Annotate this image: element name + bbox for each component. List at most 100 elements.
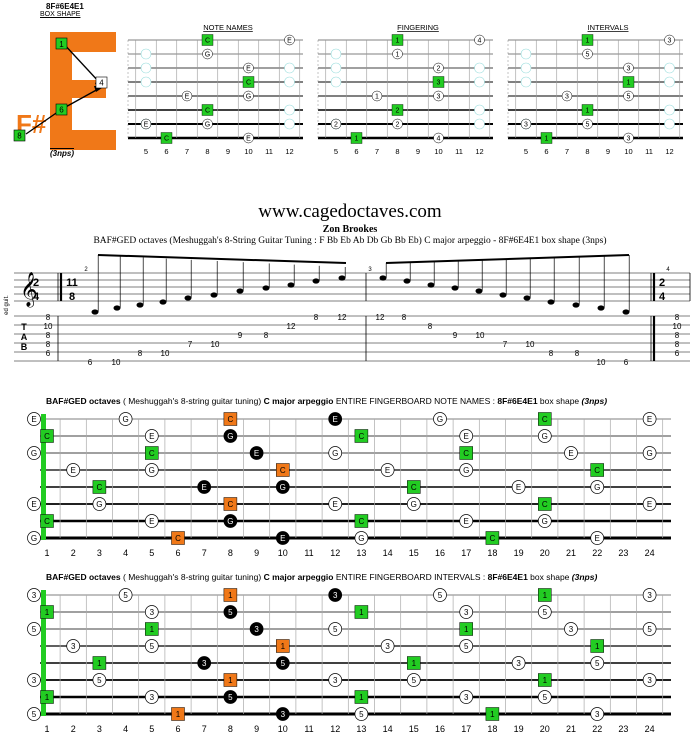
interval-note-label: 5 <box>228 693 233 702</box>
name-note-label: G <box>149 466 155 475</box>
interval-note-circle <box>27 707 41 721</box>
interval-note-label: 3 <box>202 659 207 668</box>
fret-number: 4 <box>123 548 128 558</box>
tab-number: 6 <box>624 358 629 365</box>
mini-note-circle <box>284 34 295 46</box>
interval-note-label: 1 <box>228 676 233 685</box>
mini-note-label: C <box>205 108 210 115</box>
mini-note-label: 4 <box>478 38 482 45</box>
name-note-circle <box>511 480 526 494</box>
interval-note-circle <box>92 673 107 687</box>
mini-note-label: 5 <box>586 52 590 59</box>
beam <box>385 254 630 264</box>
interval-note-label: 5 <box>32 625 37 634</box>
interval-note-circle <box>537 605 552 619</box>
fret-number: 9 <box>254 548 259 558</box>
mini-fret-number: 7 <box>185 147 189 156</box>
interval-note-label: 3 <box>516 659 521 668</box>
name-note-label: C <box>149 449 155 458</box>
mini-note-label: E <box>246 66 251 73</box>
fret-number: 1 <box>44 548 49 558</box>
interval-note-label: 5 <box>543 608 548 617</box>
fret-number: 3 <box>97 724 102 734</box>
mini-ghost-note <box>664 104 675 116</box>
name-note-circle <box>144 514 159 528</box>
tab-tuning: 8 <box>675 340 680 349</box>
tab-letter: A <box>21 332 28 342</box>
fingerboard-intervals: 1 2 3 4 5 6 7 8 9 10 11 12 13 14 15 16 17 18 19 20 21 22 23 243… <box>27 588 671 734</box>
interval-note-label: 3 <box>464 608 469 617</box>
mini-note-circle <box>664 34 675 46</box>
fret-number: 5 <box>149 724 154 734</box>
mini-fret-number: 11 <box>455 147 463 156</box>
fret-number: 3 <box>97 548 102 558</box>
interval-note-circle <box>406 673 421 687</box>
tab-letter: B <box>21 342 28 352</box>
fret-number: 4 <box>123 724 128 734</box>
interval-note-circle <box>223 690 238 704</box>
mini-note-circle <box>181 90 193 102</box>
mini-fret-number: 11 <box>265 147 273 156</box>
tab-tuning: 8 <box>675 331 680 340</box>
interval-note-label: 5 <box>595 659 600 668</box>
board1-title-b2: C major arpeggio <box>263 396 334 406</box>
tab-tuning: 6 <box>675 349 680 358</box>
interval-note-label: 3 <box>647 676 652 685</box>
interval-note-circle <box>328 673 343 687</box>
interval-note-label: 1 <box>464 625 469 634</box>
staff-note <box>547 299 555 305</box>
interval-note-circle <box>118 588 133 602</box>
mini-note-label: 1 <box>396 38 400 45</box>
mini-note-circle <box>330 118 342 130</box>
tab-number: 12 <box>287 322 296 331</box>
name-note-square <box>171 531 185 545</box>
tab-number: 12 <box>338 313 347 322</box>
measure-number: 2 <box>84 267 88 273</box>
tab-tuning: 8 <box>46 340 51 349</box>
mini-ghost-note <box>330 76 342 88</box>
name-note-label: G <box>646 449 652 458</box>
interval-note-circle <box>275 707 290 721</box>
name-note-label: G <box>31 449 37 458</box>
interval-note-circle <box>27 588 41 602</box>
interval-note-label: 5 <box>359 710 364 719</box>
fret-number: 19 <box>514 724 524 734</box>
interval-note-label: 3 <box>71 642 76 651</box>
fret-number: 16 <box>435 548 445 558</box>
mini-note-circle <box>243 90 254 102</box>
mini-ghost-note <box>520 48 532 60</box>
mini-note-circle <box>243 62 254 74</box>
mini-note-label: 2 <box>334 122 338 129</box>
name-note-square <box>223 412 238 426</box>
fret-number: 6 <box>175 724 180 734</box>
interval-note-label: 3 <box>333 676 338 685</box>
mini-note-square <box>391 104 404 116</box>
name-note-label: E <box>516 483 521 492</box>
name-note-label: G <box>594 483 600 492</box>
mini-note-circle <box>561 90 573 102</box>
interval-note-square <box>171 707 185 721</box>
interval-note-square <box>223 588 238 602</box>
mini-note-label: 3 <box>627 136 631 143</box>
name-note-square <box>538 412 552 426</box>
interval-note-circle <box>249 622 264 636</box>
mini-fret-number: 5 <box>334 147 338 156</box>
nut <box>41 590 46 716</box>
fret-number: 2 <box>71 548 76 558</box>
mini-ghost-note <box>520 62 532 74</box>
interval-note-square <box>538 588 552 602</box>
name-note-circle <box>66 463 81 477</box>
mini-fret-number: 12 <box>475 147 483 156</box>
mini-note-label: 5 <box>586 122 590 129</box>
mini-ghost-note <box>474 76 485 88</box>
fret-number: 24 <box>645 724 655 734</box>
mini-note-label: C <box>164 136 169 143</box>
interval-note-circle <box>590 656 605 670</box>
name-note-circle <box>118 412 133 426</box>
name-note-square <box>590 463 604 477</box>
interval-note-circle <box>275 656 290 670</box>
board2-title-n3: box shape <box>530 572 570 582</box>
box-shape-logo: F# 1 4 6 8 <box>13 32 116 150</box>
interval-note-circle <box>328 622 343 636</box>
fret-number: 2 <box>71 724 76 734</box>
